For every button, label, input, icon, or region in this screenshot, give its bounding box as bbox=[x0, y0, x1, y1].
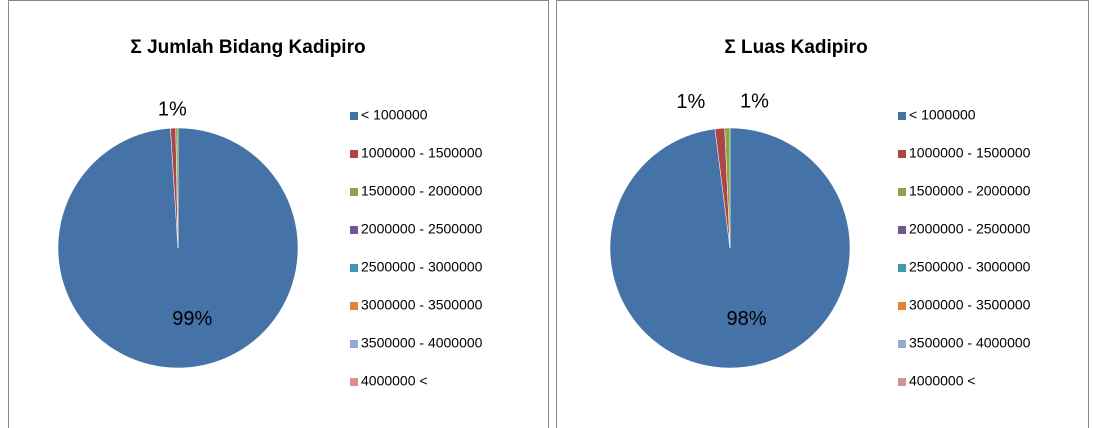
chart-title: Σ Luas Kadipiro bbox=[724, 37, 867, 58]
data-label: 1% bbox=[158, 98, 187, 120]
panel-border bbox=[556, 0, 1089, 428]
legend-label: 1000000 - 1500000 bbox=[909, 145, 1031, 161]
legend-swatch bbox=[350, 378, 358, 386]
data-label: 1% bbox=[676, 91, 705, 113]
data-label: 99% bbox=[172, 308, 212, 330]
data-label: 98% bbox=[727, 308, 767, 330]
legend-swatch bbox=[898, 264, 906, 272]
legend-swatch bbox=[898, 340, 906, 348]
legend-swatch bbox=[350, 302, 358, 310]
pie-slice bbox=[724, 127, 731, 249]
panel-border bbox=[8, 0, 549, 428]
legend-label: 3000000 - 3500000 bbox=[361, 297, 483, 313]
legend-swatch bbox=[898, 226, 906, 234]
pie-slice bbox=[175, 127, 179, 249]
legend-label: 1000000 - 1500000 bbox=[361, 145, 483, 161]
legend-label: 2500000 - 3000000 bbox=[909, 259, 1031, 275]
legend-label: 2000000 - 2500000 bbox=[909, 221, 1031, 237]
legend-label: 3000000 - 3500000 bbox=[909, 297, 1031, 313]
legend-label: 1500000 - 2000000 bbox=[909, 183, 1031, 199]
legend-label: 2500000 - 3000000 bbox=[361, 259, 483, 275]
legend-swatch bbox=[898, 302, 906, 310]
legend-swatch bbox=[898, 112, 906, 120]
legend-swatch bbox=[350, 340, 358, 348]
legend-swatch bbox=[350, 264, 358, 272]
legend-label: 1500000 - 2000000 bbox=[361, 183, 483, 199]
legend-swatch bbox=[350, 150, 358, 158]
legend-label: 3500000 - 4000000 bbox=[361, 335, 483, 351]
legend-label: < 1000000 bbox=[361, 107, 428, 123]
legend-label: 4000000 < bbox=[909, 373, 976, 389]
legend-label: 4000000 < bbox=[361, 373, 428, 389]
data-label: 1% bbox=[740, 90, 769, 112]
legend-swatch bbox=[898, 378, 906, 386]
legend-swatch bbox=[898, 150, 906, 158]
legend-swatch bbox=[350, 226, 358, 234]
legend-label: 3500000 - 4000000 bbox=[909, 335, 1031, 351]
legend-label: 2000000 - 2500000 bbox=[361, 221, 483, 237]
chart-title: Σ Jumlah Bidang Kadipiro bbox=[130, 37, 365, 58]
legend-swatch bbox=[350, 188, 358, 196]
legend-swatch bbox=[350, 112, 358, 120]
legend-swatch bbox=[898, 188, 906, 196]
legend-label: < 1000000 bbox=[909, 107, 976, 123]
